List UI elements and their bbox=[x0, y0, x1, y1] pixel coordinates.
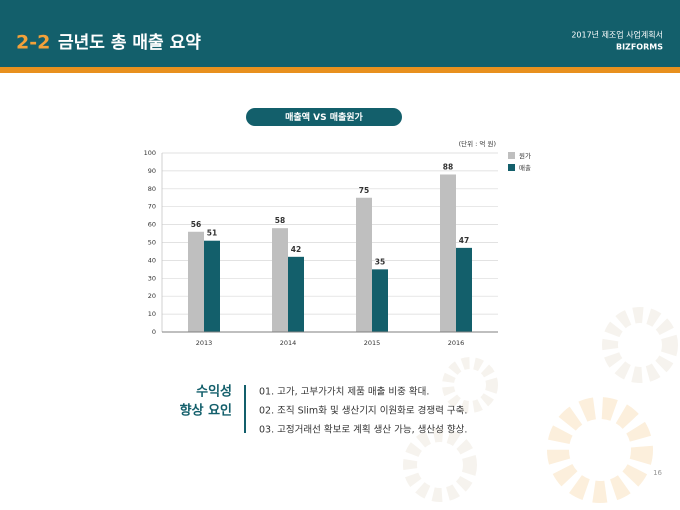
y-tick-label: 30 bbox=[148, 274, 156, 282]
summary-heading: 향상 요인 bbox=[180, 403, 232, 419]
value-label: 42 bbox=[291, 245, 301, 254]
chart-title-pill bbox=[246, 108, 402, 126]
header-stripe bbox=[0, 67, 680, 73]
value-label: 35 bbox=[375, 257, 385, 266]
x-tick-label: 2014 bbox=[280, 339, 297, 347]
x-tick-label: 2015 bbox=[364, 339, 381, 347]
bar bbox=[288, 256, 304, 332]
section-title: 금년도 총 매출 요약 bbox=[58, 32, 201, 53]
x-tick-label: 2013 bbox=[196, 339, 213, 347]
unit: (단위 : 억 원) bbox=[459, 139, 496, 148]
summary-heading: 수익성 bbox=[196, 384, 232, 400]
y-tick-label: 10 bbox=[148, 310, 156, 318]
value-label: 58 bbox=[275, 216, 285, 225]
y-tick-label: 40 bbox=[148, 256, 156, 264]
bar bbox=[372, 269, 388, 332]
y-tick-label: 80 bbox=[148, 185, 156, 193]
chart-title: 매출액 VS 매출원가 bbox=[285, 111, 363, 123]
summary-item: 02. 조직 Slim화 및 생산기지 이원화로 경쟁력 구축. bbox=[259, 405, 467, 417]
summary-item: 01. 고가, 고부가가치 제품 매출 비중 확대. bbox=[259, 386, 429, 398]
value-label: 51 bbox=[207, 229, 217, 238]
bar bbox=[356, 197, 372, 332]
value-label: 75 bbox=[359, 186, 369, 195]
legend-label: 매출 bbox=[519, 163, 531, 172]
y-tick-label: 60 bbox=[148, 221, 156, 229]
bar bbox=[204, 240, 220, 332]
y-tick-label: 50 bbox=[148, 239, 156, 247]
y-tick-label: 100 bbox=[144, 149, 156, 157]
legend-swatch bbox=[508, 164, 515, 171]
legend-swatch bbox=[508, 152, 515, 159]
y-tick-label: 0 bbox=[152, 328, 156, 336]
value-label: 88 bbox=[443, 162, 453, 171]
header-band bbox=[0, 0, 680, 67]
bar bbox=[440, 174, 456, 332]
y-tick-label: 20 bbox=[148, 292, 156, 300]
value-label: 47 bbox=[459, 236, 469, 245]
section-number: 2-2 bbox=[16, 32, 50, 54]
brand: BIZFORMS bbox=[616, 43, 663, 52]
legend-label: 원가 bbox=[519, 151, 531, 160]
bar bbox=[188, 231, 204, 332]
summary-item: 03. 고정거래선 확보로 계획 생산 가능, 생산성 향상. bbox=[259, 424, 467, 436]
doc-title: 2017년 제조업 사업계획서 bbox=[571, 30, 663, 40]
bar bbox=[272, 228, 288, 332]
y-tick-label: 70 bbox=[148, 203, 156, 211]
y-tick-label: 90 bbox=[148, 167, 156, 175]
value-label: 56 bbox=[191, 220, 201, 229]
x-tick-label: 2016 bbox=[448, 339, 465, 347]
page-number: 16 bbox=[653, 469, 662, 477]
bar bbox=[456, 247, 472, 332]
decoration bbox=[403, 307, 678, 503]
